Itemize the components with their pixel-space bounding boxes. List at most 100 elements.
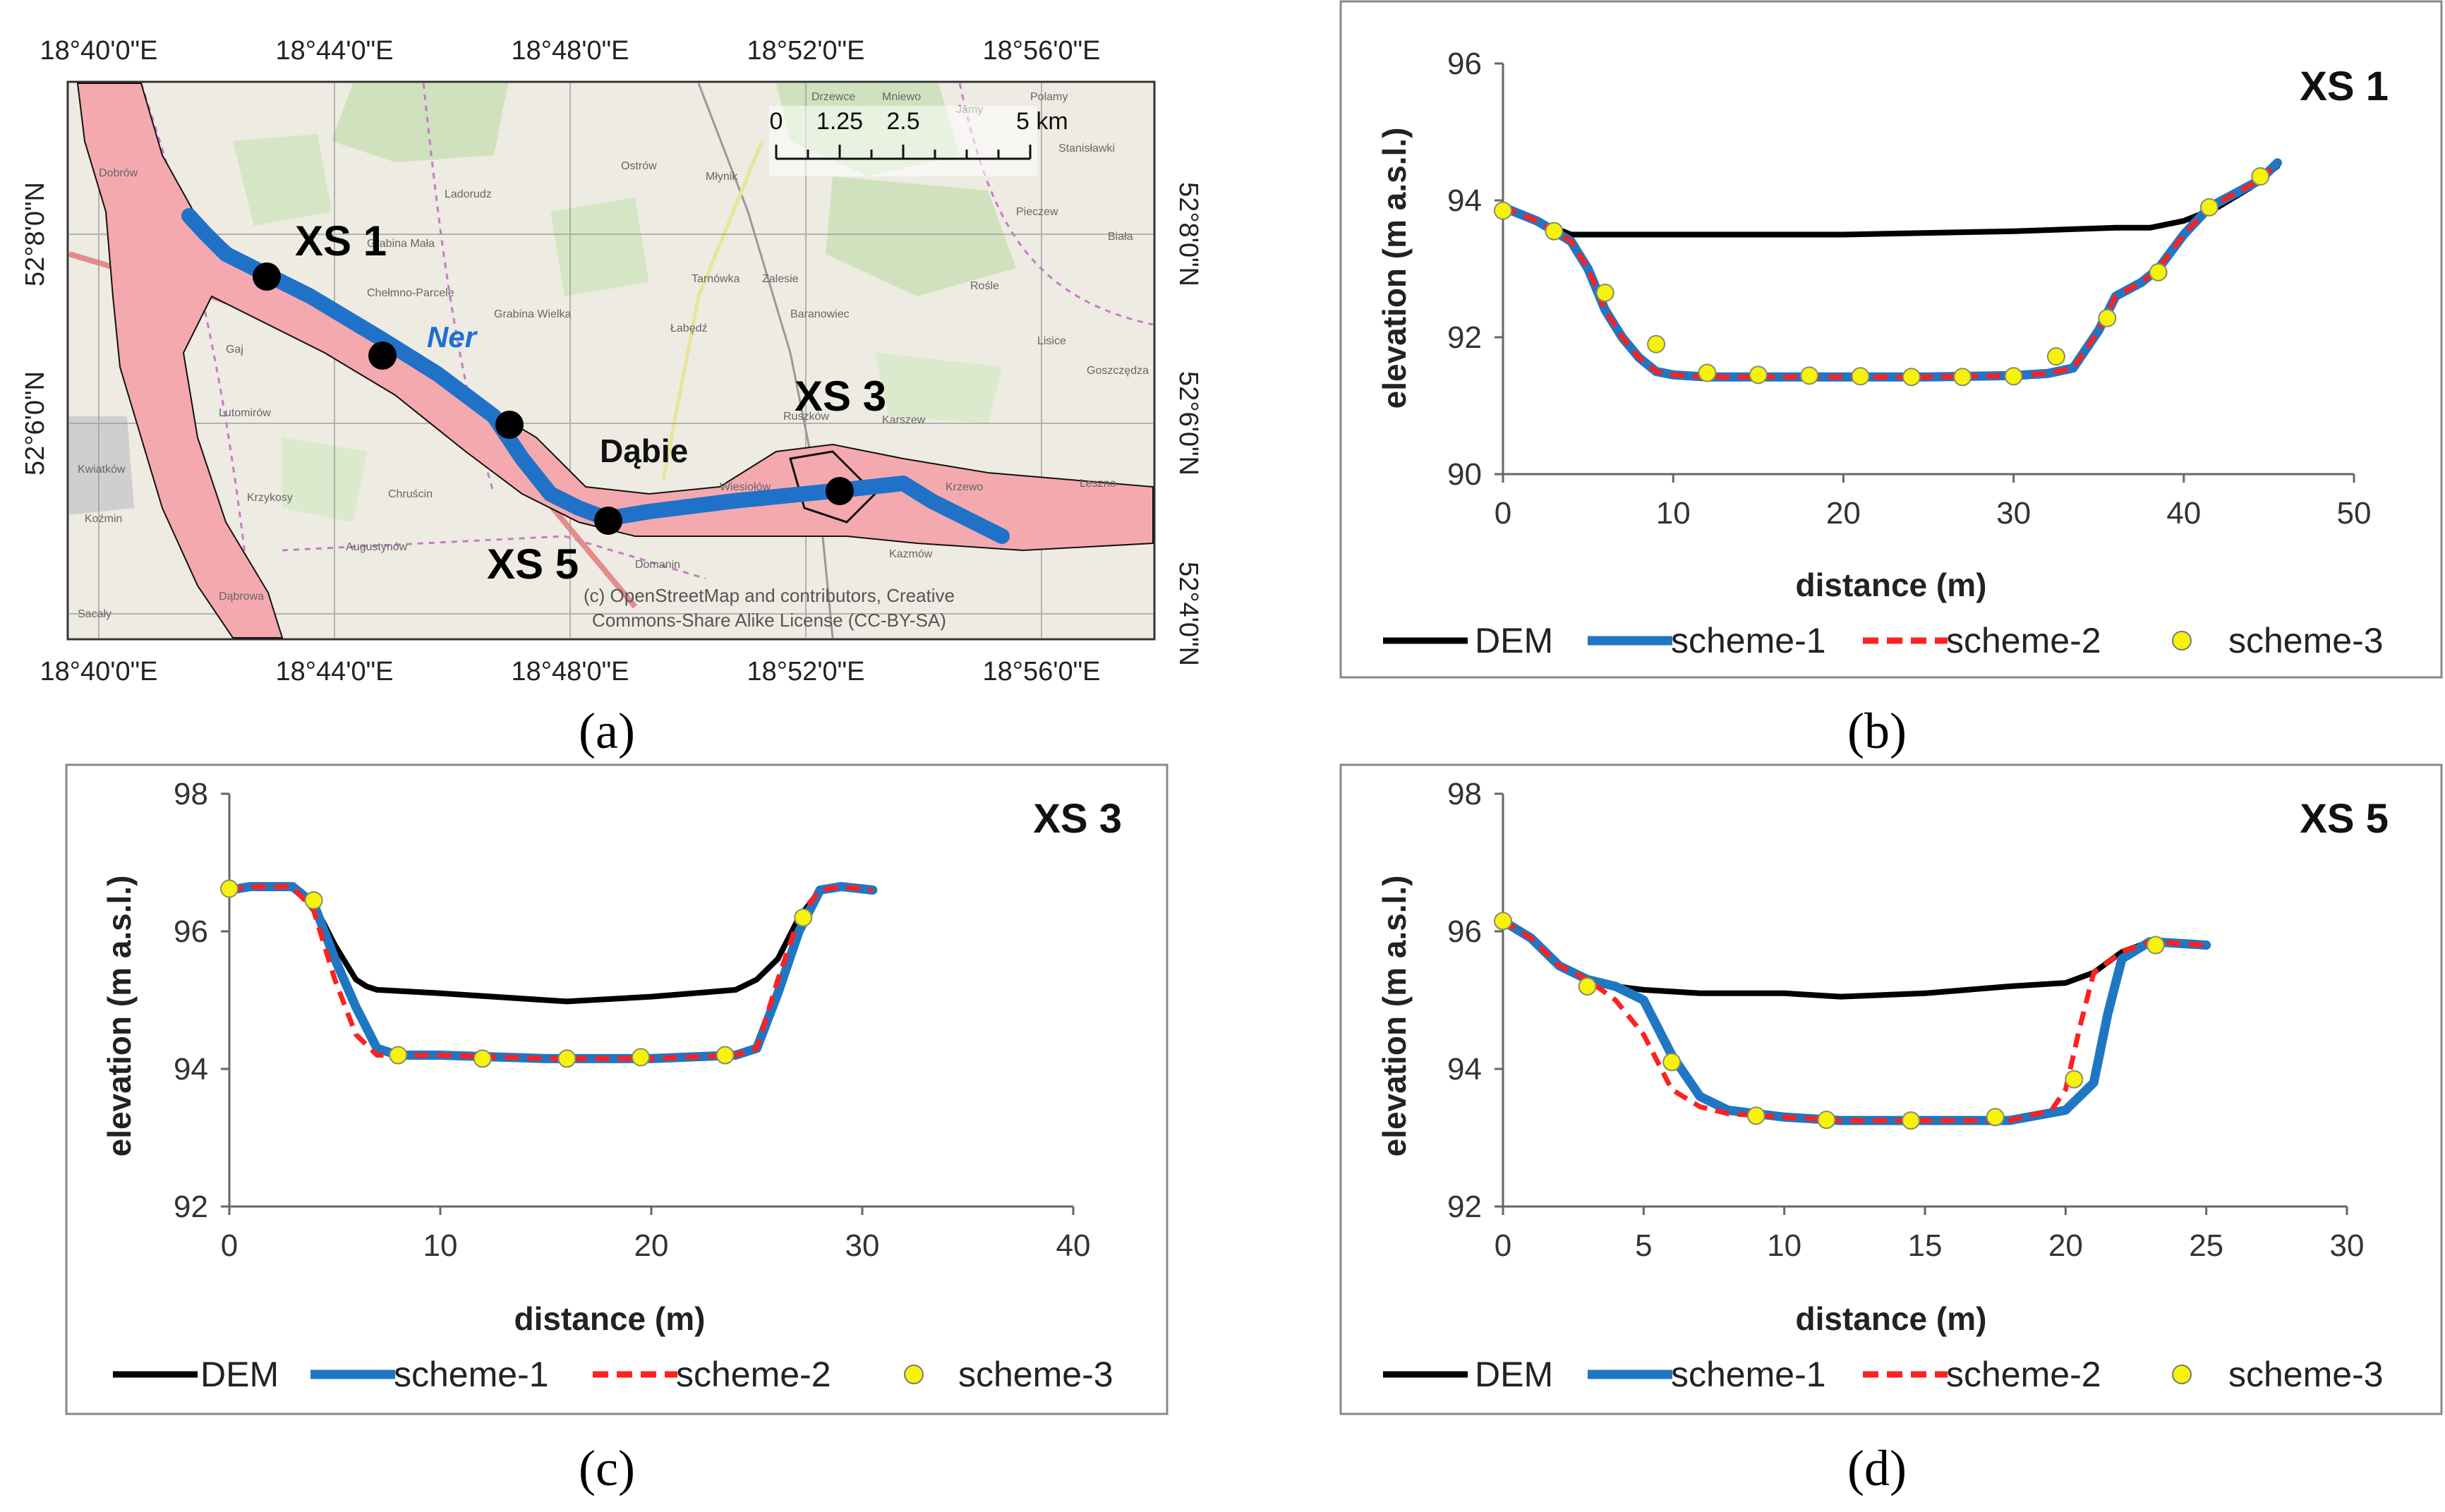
svg-text:Sacały: Sacały — [78, 608, 111, 620]
xs3-legend: DEM scheme-1 scheme-2 scheme-3 — [113, 1355, 1113, 1394]
svg-text:18°52'0"E: 18°52'0"E — [747, 657, 865, 687]
xs5-legend: DEM scheme-1 scheme-2 scheme-3 — [1383, 1355, 2384, 1394]
panel-label-c: (c) — [579, 1440, 635, 1496]
svg-text:Drzewce: Drzewce — [811, 91, 855, 103]
xs5-label: XS 5 — [487, 540, 579, 588]
xs3-y-axis-title: elevation (m a.s.l.) — [101, 876, 138, 1157]
svg-text:Dąbrowa: Dąbrowa — [219, 591, 264, 603]
xs1-legend: DEM scheme-1 scheme-2 scheme-3 — [1383, 621, 2384, 660]
xs1-scheme3-point — [2251, 167, 2270, 186]
svg-text:Grabina Mała: Grabina Mała — [367, 238, 435, 250]
xs5-y-tick-label: 92 — [1447, 1190, 1482, 1224]
xs5-marker — [594, 507, 622, 535]
xs1-scheme3-point — [1851, 367, 1870, 386]
panel-label-a: (a) — [579, 703, 635, 759]
svg-text:Kwiatków: Kwiatków — [78, 464, 126, 476]
xs3-x-tick-label: 40 — [1056, 1228, 1091, 1263]
panel-d-frame — [1339, 763, 2443, 1415]
svg-text:18°40'0"E: 18°40'0"E — [40, 657, 158, 687]
panel-label-b: (b) — [1847, 703, 1907, 759]
svg-text:Koźmin: Koźmin — [85, 513, 122, 525]
svg-text:Augustynów: Augustynów — [346, 541, 408, 553]
svg-text:Wiesiołów: Wiesiołów — [720, 481, 771, 493]
railway — [697, 83, 834, 639]
svg-text:52°6'0"N: 52°6'0"N — [20, 371, 50, 476]
svg-text:18°40'0"E: 18°40'0"E — [40, 36, 158, 66]
xs5-y-tick-label: 98 — [1447, 777, 1482, 811]
forest-patch — [332, 83, 508, 162]
xs1-scheme3-point — [1698, 363, 1717, 382]
legend-dem-label: DEM — [1475, 1355, 1553, 1394]
xs5-x-tick-label: 20 — [2048, 1228, 2083, 1263]
svg-text:Chruścin: Chruścin — [388, 488, 433, 500]
xs5-scheme3-point — [1578, 977, 1597, 996]
cross-section-marker — [368, 341, 397, 370]
legend-scheme1-label: scheme-1 — [1671, 1355, 1826, 1394]
svg-text:Mniewo: Mniewo — [882, 91, 921, 103]
xs1-scheme3-point — [1494, 201, 1512, 220]
xs5-scheme3-point — [2146, 936, 2165, 955]
xs1-scheme3-point — [2149, 262, 2168, 282]
xs5-scheme3-point — [2065, 1070, 2084, 1089]
legend-scheme3-swatch — [2172, 1365, 2192, 1384]
xs5-y-tick-label: 94 — [1447, 1052, 1482, 1087]
svg-text:Ladorudz: Ladorudz — [445, 188, 492, 200]
svg-text:Krzewo: Krzewo — [946, 481, 983, 493]
xs5-scheme2-line — [1502, 919, 2206, 1123]
svg-text:Chełmno-Parcele: Chełmno-Parcele — [367, 287, 454, 299]
xs5-x-tick-label: 15 — [1908, 1228, 1943, 1263]
legend-scheme3-label: scheme-3 — [2228, 1355, 2384, 1394]
forest-patch — [826, 176, 1016, 296]
xs1-x-axis-title: distance (m) — [1796, 567, 1987, 603]
svg-text:52°8'0"N: 52°8'0"N — [1173, 182, 1203, 286]
xs1-x-tick-label: 0 — [1495, 496, 1511, 531]
xs3-y-tick-label: 92 — [174, 1190, 208, 1224]
xs3-series — [220, 879, 878, 1068]
svg-text:Tarnówka: Tarnówka — [692, 273, 740, 285]
xs3-scheme3-point — [632, 1048, 651, 1067]
svg-text:Grabina Wielka: Grabina Wielka — [494, 308, 571, 320]
forest-patch — [233, 134, 332, 226]
svg-text:52°4'0"N: 52°4'0"N — [1173, 562, 1203, 666]
cross-section-marker — [495, 411, 524, 439]
scale-bar — [775, 145, 1032, 160]
xs5-y-ticks: 92 94 96 98 — [1447, 777, 1503, 1224]
svg-text:18°48'0"E: 18°48'0"E — [512, 657, 629, 687]
svg-text:Ruszków: Ruszków — [783, 411, 829, 423]
xs3-title: XS 3 — [1033, 796, 1122, 842]
svg-text:18°44'0"E: 18°44'0"E — [276, 36, 394, 66]
xs1-y-ticks: 90 92 94 96 — [1447, 47, 1503, 492]
forest-patch — [550, 198, 649, 296]
admin-boundary — [958, 83, 1154, 326]
xs1-scheme3-point — [1800, 366, 1819, 385]
xs3-scheme3-point — [473, 1049, 492, 1068]
xs5-y-tick-label: 96 — [1447, 914, 1482, 949]
xs1-x-tick-label: 10 — [1656, 496, 1691, 531]
xs1-y-tick-label: 90 — [1447, 457, 1482, 492]
xs3-x-tick-label: 30 — [845, 1228, 880, 1263]
svg-text:Młynik: Młynik — [706, 171, 738, 183]
xs3-x-tick-label: 20 — [634, 1228, 669, 1263]
urban-patch — [69, 416, 134, 515]
xs5-title: XS 5 — [2300, 796, 2389, 842]
xs5-y-axis-title: elevation (m a.s.l.) — [1376, 876, 1413, 1157]
forest-patch — [282, 437, 367, 522]
river-label: Ner — [427, 320, 478, 353]
attribution-line-1: (c) OpenStreetMap and contributors, Crea… — [584, 585, 955, 606]
xs1-scheme3-point — [2046, 347, 2065, 366]
xs3-scheme2-line — [229, 884, 874, 1061]
scale-label-0: 0 — [770, 108, 783, 135]
xs5-scheme3-point — [1662, 1053, 1682, 1072]
xs3-label: XS 3 — [795, 373, 886, 420]
svg-text:Karszew: Karszew — [882, 414, 926, 426]
xs1-scheme3-point — [1902, 368, 1921, 387]
xs3-x-tick-label: 0 — [221, 1228, 238, 1263]
svg-text:52°8'0"N: 52°8'0"N — [20, 182, 50, 286]
xs5-x-tick-label: 25 — [2189, 1228, 2223, 1263]
road — [661, 140, 764, 480]
xs3-scheme3-point — [220, 879, 239, 898]
xs1-scheme3-point — [1647, 334, 1666, 353]
xs3-y-tick-label: 98 — [174, 777, 208, 811]
